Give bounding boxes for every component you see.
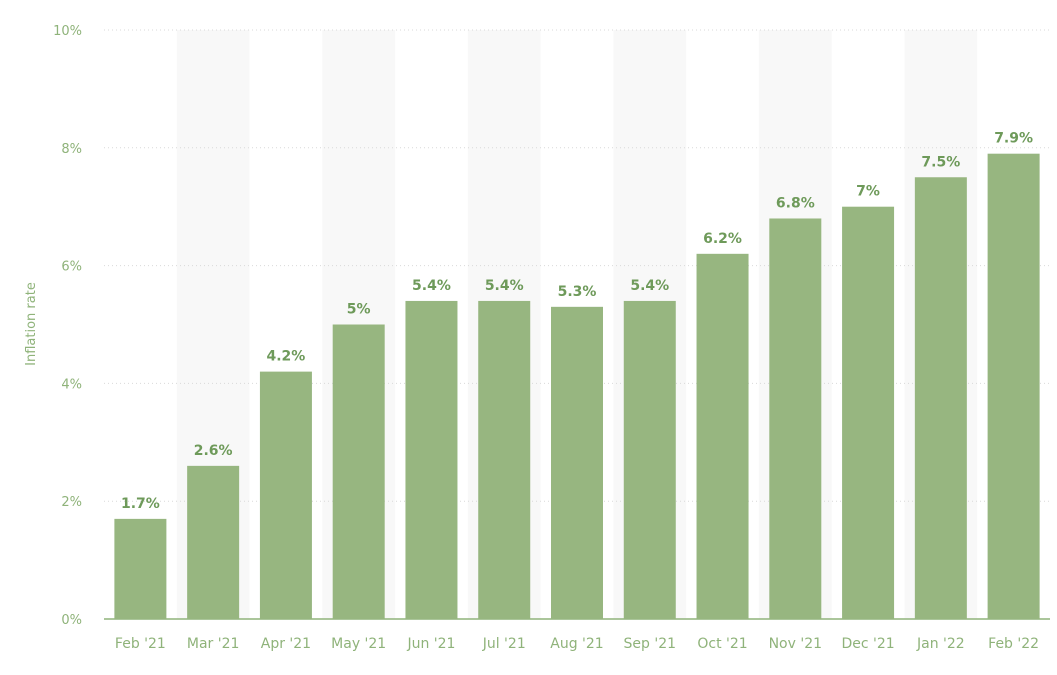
bar [114, 518, 167, 619]
x-tick-label: May '21 [331, 636, 386, 652]
bar [478, 300, 531, 619]
data-label: 1.7% [121, 496, 160, 512]
data-label: 6.8% [776, 195, 815, 211]
bar [187, 465, 240, 619]
data-labels: 1.7% 2.6% 4.2% 5% 5.4% 5.4% 5.3% 5.4% 6.2% 6.8% 7%… [121, 131, 1033, 512]
data-label: 5% [347, 302, 371, 318]
x-tick-label: Aug '21 [550, 636, 603, 652]
bar [259, 371, 312, 619]
data-label: 5.3% [558, 284, 597, 300]
y-tick-label: 2% [61, 495, 82, 510]
bar [769, 218, 822, 620]
x-tick-label: Apr '21 [261, 636, 311, 652]
bar [842, 206, 895, 619]
data-label: 7.9% [994, 131, 1033, 147]
data-label: 4.2% [267, 349, 306, 365]
y-axis-title: Inflation rate [24, 282, 39, 366]
data-label: 7.5% [921, 154, 960, 170]
y-tick-label: 4% [61, 377, 82, 392]
y-tick-label: 6% [61, 260, 82, 275]
bar [551, 306, 603, 619]
data-label: 5.4% [630, 278, 669, 294]
bars [114, 153, 1040, 620]
y-tick-label: 8% [61, 142, 82, 157]
x-tick-label: Feb '22 [988, 636, 1039, 652]
x-tick-label: Sep '21 [624, 636, 677, 652]
x-tick-label: Feb '21 [115, 636, 166, 652]
bar [623, 300, 676, 619]
y-tick-label: 0% [61, 613, 82, 628]
bar [914, 177, 967, 619]
x-axis-ticks: Feb '21 Mar '21 Apr '21 May '21 Jun '21 Jul '… [115, 636, 1039, 652]
x-tick-label: Jun '21 [406, 636, 455, 652]
data-label: 5.4% [412, 278, 451, 294]
bar [696, 253, 749, 619]
x-tick-label: Jul '21 [482, 636, 526, 652]
x-tick-label: Nov '21 [769, 636, 822, 652]
data-label: 7% [856, 184, 880, 200]
bar [332, 324, 385, 619]
bar [405, 300, 458, 619]
data-label: 6.2% [703, 231, 742, 247]
data-label: 5.4% [485, 278, 524, 294]
bar [987, 153, 1040, 619]
y-axis-ticks: 0% 2% 4% 6% 8% 10% [53, 24, 82, 628]
x-tick-label: Dec '21 [841, 636, 894, 652]
data-label: 2.6% [194, 443, 233, 459]
x-tick-label: Mar '21 [187, 636, 240, 652]
x-tick-label: Oct '21 [697, 636, 747, 652]
x-tick-label: Jan '22 [916, 636, 965, 652]
y-tick-label: 10% [53, 24, 82, 39]
